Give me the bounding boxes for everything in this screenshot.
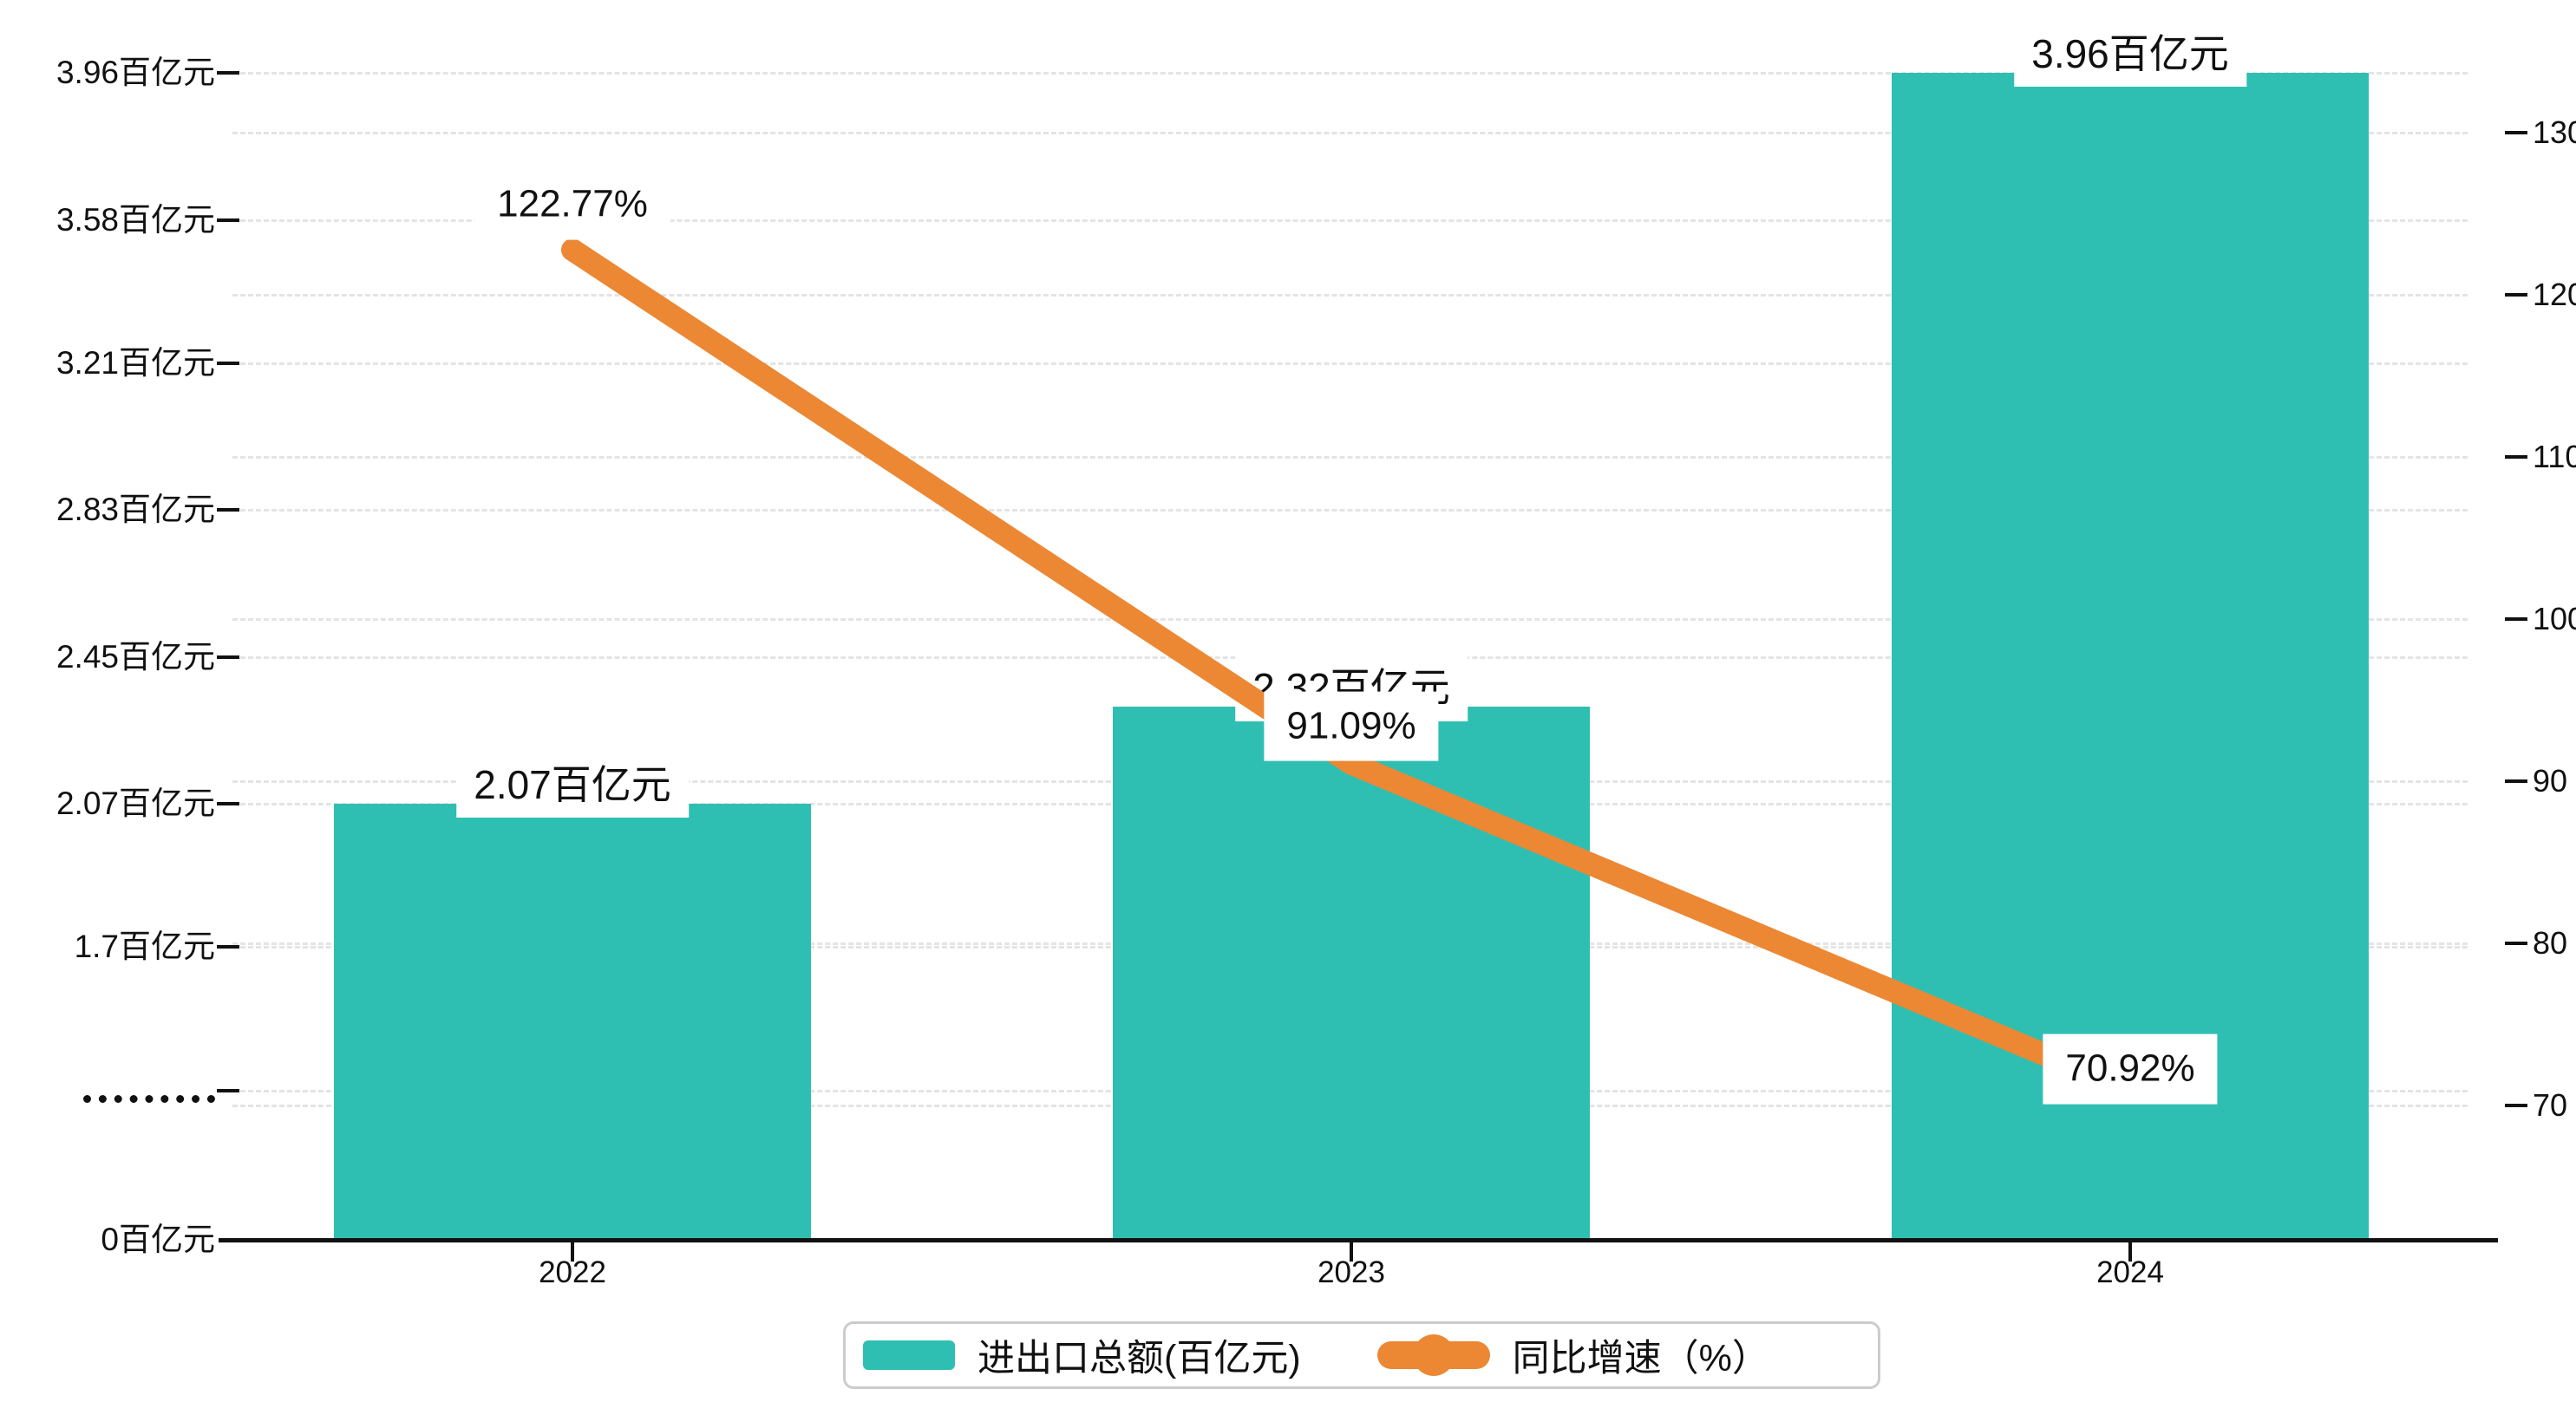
left-axis-label-3: 2.83百亿元 bbox=[56, 492, 215, 528]
left-axis-tick-3 bbox=[217, 508, 239, 512]
right-axis-tick-0 bbox=[2505, 131, 2527, 134]
right-axis-label-1: 120 bbox=[2533, 277, 2576, 312]
legend-line-label: 同比增速（%） bbox=[1512, 1338, 1769, 1379]
right-axis-tick-3 bbox=[2505, 617, 2527, 621]
right-axis-tick-4 bbox=[2505, 779, 2527, 783]
x-axis-label-0: 2022 bbox=[539, 1255, 606, 1289]
left-axis-tick-0 bbox=[217, 71, 239, 75]
left-axis-label-4: 2.45百亿元 bbox=[56, 638, 215, 675]
left-axis-label-2: 3.21百亿元 bbox=[56, 344, 215, 381]
growth-label-2022: 122.77% bbox=[474, 169, 670, 240]
x-axis-label-1: 2023 bbox=[1317, 1255, 1385, 1289]
left-axis-tick-6 bbox=[217, 945, 239, 949]
x-axis-tick-1 bbox=[1350, 1242, 1353, 1262]
x-axis-label-2: 2024 bbox=[2096, 1255, 2164, 1289]
right-axis-tick-1 bbox=[2505, 293, 2527, 297]
bar-value-label-2022: 2.07百亿元 bbox=[456, 752, 689, 818]
right-axis-tick-2 bbox=[2505, 455, 2527, 459]
left-axis-label-0: 3.96百亿元 bbox=[56, 55, 215, 91]
left-axis-tick-7 bbox=[217, 1089, 239, 1092]
left-axis-label-7 bbox=[0, 1080, 215, 1112]
left-axis-label-8: 0百亿元 bbox=[101, 1222, 215, 1257]
gridline-right-0 bbox=[232, 132, 2468, 134]
gridline-left-1 bbox=[232, 218, 2468, 222]
right-axis-label-5: 80 bbox=[2533, 925, 2568, 961]
left-axis-tick-5 bbox=[217, 801, 239, 805]
bar-swatch-icon bbox=[863, 1340, 955, 1370]
right-axis-label-2: 110 bbox=[2533, 439, 2576, 474]
left-axis-tick-1 bbox=[217, 218, 239, 222]
right-axis-label-6: 70 bbox=[2533, 1087, 2568, 1123]
left-axis-tick-4 bbox=[217, 655, 239, 659]
legend-item-bar-series[interactable]: 进出口总额(百亿元) bbox=[863, 1328, 1301, 1382]
right-axis-tick-5 bbox=[2505, 942, 2527, 945]
bar-2022[interactable] bbox=[334, 803, 811, 1240]
left-axis-label-5: 2.07百亿元 bbox=[56, 785, 215, 821]
gridline-left-0 bbox=[232, 72, 2468, 75]
right-axis-label-4: 90 bbox=[2533, 763, 2568, 799]
axis-break-dots bbox=[83, 1094, 215, 1103]
legend-bar-label: 进出口总额(百亿元) bbox=[977, 1338, 1301, 1379]
right-axis-tick-6 bbox=[2505, 1104, 2527, 1107]
bar-2023[interactable] bbox=[1113, 707, 1590, 1240]
legend-item-line-series[interactable]: 同比增速（%） bbox=[1376, 1328, 1769, 1382]
right-axis-label-0: 130 bbox=[2533, 114, 2576, 150]
left-axis-tick-2 bbox=[217, 361, 239, 365]
growth-label-2023: 91.09% bbox=[1264, 691, 1439, 762]
line-dot-icon bbox=[1376, 1334, 1490, 1376]
growth-label-2024: 70.92% bbox=[2043, 1034, 2218, 1105]
x-axis-tick-2 bbox=[2128, 1242, 2132, 1262]
left-axis-label-6: 1.7百亿元 bbox=[74, 929, 215, 964]
x-axis-tick-0 bbox=[571, 1242, 574, 1262]
bar-value-label-2024: 3.96百亿元 bbox=[2014, 22, 2246, 88]
left-axis-label-1: 3.58百亿元 bbox=[56, 201, 215, 238]
x-axis-line bbox=[219, 1238, 2498, 1242]
legend: 进出口总额(百亿元) 同比增速（%） bbox=[843, 1321, 1880, 1389]
right-axis-label-3: 100 bbox=[2533, 601, 2576, 636]
